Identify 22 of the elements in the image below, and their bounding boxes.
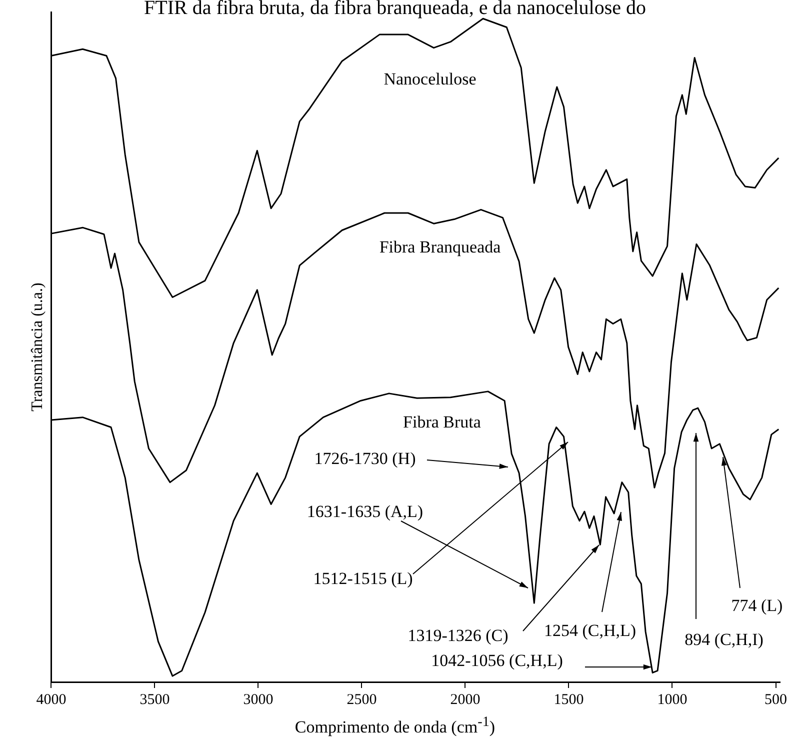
- annotation: 894 (C,H,I): [684, 630, 764, 649]
- annotation: 1254 (C,H,L): [544, 621, 636, 640]
- x-tick-label: 3000: [243, 692, 274, 708]
- chart-title: FTIR da fibra bruta, da fibra branqueada, e da nanocelulose do: [142, 0, 648, 20]
- y-axis-title: Transmitância (u.a.): [28, 282, 46, 412]
- x-tick-label: 2000: [450, 692, 480, 708]
- x-tick-label: 1000: [657, 692, 688, 708]
- x-tick-label: 1500: [554, 692, 584, 708]
- annotation: 1512-1515 (L): [312, 569, 414, 589]
- x-axis-title: Comprimento de onda (cm$^{-1}$): [294, 714, 496, 738]
- series-label: Nanocelulose: [384, 69, 476, 88]
- x-tick-label: 500: [764, 692, 787, 708]
- annotation: 774 (L): [730, 596, 784, 616]
- x-tick-label: 4000: [36, 692, 66, 708]
- series-label: Fibra Bruta: [403, 412, 482, 432]
- annotation: 1726-1730 (H): [313, 449, 417, 469]
- annotation: 1042-1056 (C,H,L): [430, 651, 564, 671]
- x-tick-label: 2500: [346, 692, 377, 708]
- annotation: 1631-1635 (A,L): [306, 502, 424, 522]
- x-tick-label: 3500: [140, 692, 170, 708]
- series-label: Fibra Branqueada: [379, 237, 502, 256]
- annotation: 1319-1326 (C): [408, 626, 508, 645]
